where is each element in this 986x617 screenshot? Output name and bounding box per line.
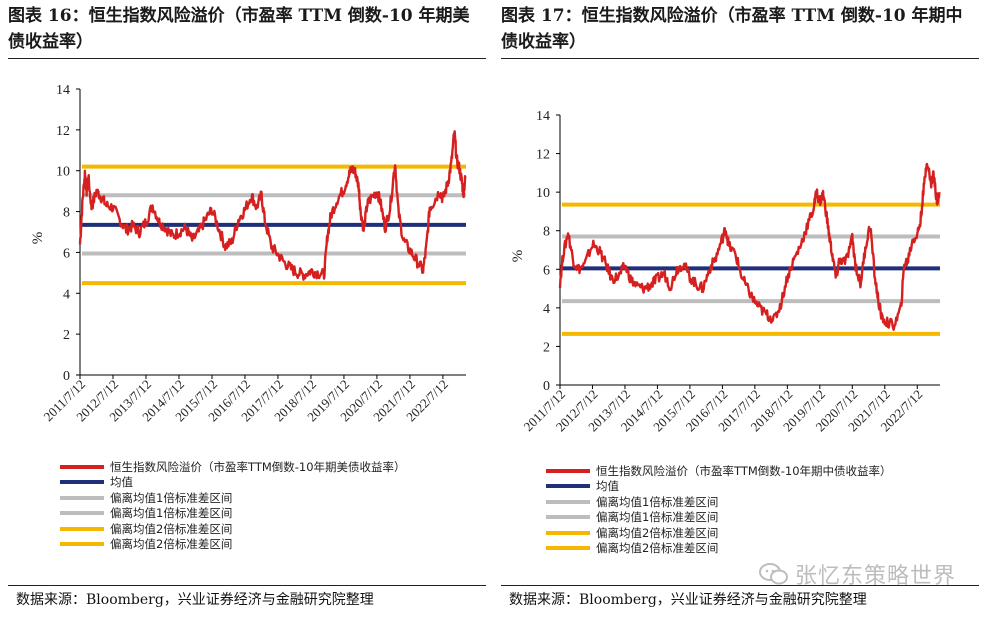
y-tick-label: 8 xyxy=(63,206,70,221)
y-tick-label: 0 xyxy=(63,369,70,384)
legend-label: 偏离均值2倍标准差区间 xyxy=(596,525,719,540)
figure-17: 图表 17：恒生指数风险溢价（市盈率 TTM 倒数-10 年期中债收益率） 0 2… xyxy=(501,0,981,617)
legend-item: 恒生指数风险溢价（市盈率TTM倒数-10年期美债收益率） xyxy=(60,459,406,475)
legend-swatch xyxy=(546,515,590,520)
series-line xyxy=(558,162,941,331)
source-divider xyxy=(8,585,486,586)
source-note: 数据来源：Bloomberg，兴业证券经济与金融研究院整理 xyxy=(16,592,374,608)
legend-label: 偏离均值1倍标准差区间 xyxy=(110,506,233,521)
chart-hsi-cn-premium: 02468101214%2011/7/122012/7/122013/7/122… xyxy=(510,109,941,434)
legend-item: 偏离均值2倍标准差区间 xyxy=(546,525,892,541)
legend-item: 偏离均值1倍标准差区间 xyxy=(546,510,892,526)
y-tick-label: 2 xyxy=(63,328,70,343)
source-note: 数据来源：Bloomberg，兴业证券经济与金融研究院整理 xyxy=(509,592,867,608)
legend-swatch xyxy=(60,495,104,500)
y-axis-label: % xyxy=(30,232,46,245)
legend-swatch xyxy=(546,546,590,551)
y-tick-label: 8 xyxy=(543,225,550,240)
series-line xyxy=(78,130,467,281)
y-tick-label: 2 xyxy=(543,340,550,355)
watermark-text: 张忆东策略世界 xyxy=(794,564,956,589)
legend-label: 偏离均值1倍标准差区间 xyxy=(110,490,233,505)
legend-item: 偏离均值1倍标准差区间 xyxy=(60,506,406,522)
figure-title: 图表 17：恒生指数风险溢价（市盈率 TTM 倒数-10 年期中债收益率） xyxy=(501,6,963,52)
legend-item: 恒生指数风险溢价（市盈率TTM倒数-10年期中债收益率） xyxy=(546,463,892,479)
title-divider xyxy=(501,58,979,59)
y-tick-label: 4 xyxy=(543,302,550,317)
y-tick-label: 6 xyxy=(63,246,70,261)
y-tick-label: 0 xyxy=(543,379,550,394)
legend-item: 偏离均值2倍标准差区间 xyxy=(546,541,892,557)
y-tick-label: 12 xyxy=(536,148,550,163)
figure-16: 图表 16：恒生指数风险溢价（市盈率 TTM 倒数-10 年期美债收益率） 0 2… xyxy=(8,0,488,617)
legend-swatch xyxy=(60,464,104,469)
watermark: 张忆东策略世界 xyxy=(758,558,956,590)
y-tick-label: 14 xyxy=(56,83,70,98)
source-divider xyxy=(501,585,979,586)
y-tick-label: 14 xyxy=(536,109,550,124)
legend-item: 偏离均值1倍标准差区间 xyxy=(60,490,406,506)
y-tick-label: 4 xyxy=(63,287,70,302)
legend-label: 偏离均值1倍标准差区间 xyxy=(596,494,719,509)
chart-hsi-us-premium: 02468101214%2011/7/122012/7/122013/7/122… xyxy=(30,83,467,424)
legend-label: 恒生指数风险溢价（市盈率TTM倒数-10年期美债收益率） xyxy=(110,459,406,474)
legend-swatch xyxy=(546,499,590,504)
legend-label: 偏离均值2倍标准差区间 xyxy=(596,541,719,556)
chart-legend: 恒生指数风险溢价（市盈率TTM倒数-10年期美债收益率） 均值 偏离均值1倍标准差区… xyxy=(60,459,406,552)
legend-label: 均值 xyxy=(110,475,133,490)
wechat-icon xyxy=(758,563,788,585)
legend-label: 偏离均值2倍标准差区间 xyxy=(110,521,233,536)
legend-swatch xyxy=(546,530,590,535)
legend-swatch xyxy=(546,484,590,489)
title-divider xyxy=(8,58,486,59)
legend-swatch xyxy=(60,526,104,531)
legend-item: 偏离均值2倍标准差区间 xyxy=(60,537,406,553)
legend-swatch xyxy=(60,511,104,516)
figure-title: 图表 16：恒生指数风险溢价（市盈率 TTM 倒数-10 年期美债收益率） xyxy=(8,6,470,52)
y-axis-label: % xyxy=(510,250,526,263)
legend-item: 均值 xyxy=(60,475,406,491)
legend-label: 恒生指数风险溢价（市盈率TTM倒数-10年期中债收益率） xyxy=(596,463,892,478)
legend-label: 偏离均值1倍标准差区间 xyxy=(596,510,719,525)
legend-swatch xyxy=(60,480,104,485)
legend-item: 均值 xyxy=(546,479,892,495)
y-tick-label: 10 xyxy=(56,165,70,180)
legend-label: 偏离均值2倍标准差区间 xyxy=(110,537,233,552)
chart-legend: 恒生指数风险溢价（市盈率TTM倒数-10年期中债收益率） 均值 偏离均值1倍标准差区… xyxy=(546,463,892,556)
legend-item: 偏离均值2倍标准差区间 xyxy=(60,521,406,537)
legend-label: 均值 xyxy=(596,479,619,494)
y-tick-label: 6 xyxy=(543,263,550,278)
legend-swatch xyxy=(546,468,590,473)
y-tick-label: 10 xyxy=(536,186,550,201)
legend-item: 偏离均值1倍标准差区间 xyxy=(546,494,892,510)
legend-swatch xyxy=(60,542,104,547)
y-tick-label: 12 xyxy=(56,124,70,139)
